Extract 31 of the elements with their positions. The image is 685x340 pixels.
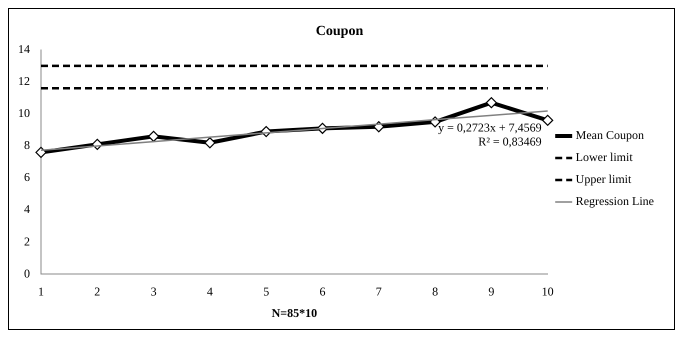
point bbox=[486, 97, 497, 108]
legend-label: Upper limit bbox=[576, 172, 632, 186]
x-tick-label: 9 bbox=[488, 284, 494, 299]
y-tick-label: 14 bbox=[18, 42, 30, 56]
x-tick-label: 5 bbox=[263, 284, 270, 299]
x-tick-label: 3 bbox=[150, 284, 157, 299]
y-tick-label: 6 bbox=[24, 170, 30, 184]
y-tick-label: 10 bbox=[18, 106, 30, 120]
y-tick-label: 0 bbox=[24, 266, 30, 280]
legend-label: Lower limit bbox=[576, 150, 634, 164]
x-tick-label: 7 bbox=[376, 284, 382, 299]
legend-label: Regression Line bbox=[576, 194, 654, 208]
point bbox=[148, 130, 160, 142]
point bbox=[542, 114, 554, 126]
x-tick-label: 2 bbox=[94, 284, 100, 299]
annotation: y = 0,2723x + 7,4569 bbox=[438, 120, 542, 135]
x-tick-label: 6 bbox=[319, 284, 326, 299]
x-tick-label: 1 bbox=[38, 284, 44, 299]
legend-label: Mean Coupon bbox=[576, 128, 644, 142]
x-tick-label: 4 bbox=[206, 284, 213, 299]
x-tick-label: 10 bbox=[542, 284, 554, 299]
y-tick-label: 4 bbox=[24, 202, 30, 216]
y-tick-label: 2 bbox=[24, 234, 30, 248]
chart-title: Coupon bbox=[316, 24, 364, 40]
annotation: R² = 0,83469 bbox=[478, 134, 542, 149]
x-tick-label: 8 bbox=[432, 284, 438, 299]
x-axis-title: N=85*10 bbox=[272, 306, 318, 320]
point bbox=[35, 146, 47, 158]
y-tick-label: 8 bbox=[24, 138, 30, 152]
point bbox=[204, 137, 216, 148]
y-tick-label: 12 bbox=[18, 74, 30, 88]
